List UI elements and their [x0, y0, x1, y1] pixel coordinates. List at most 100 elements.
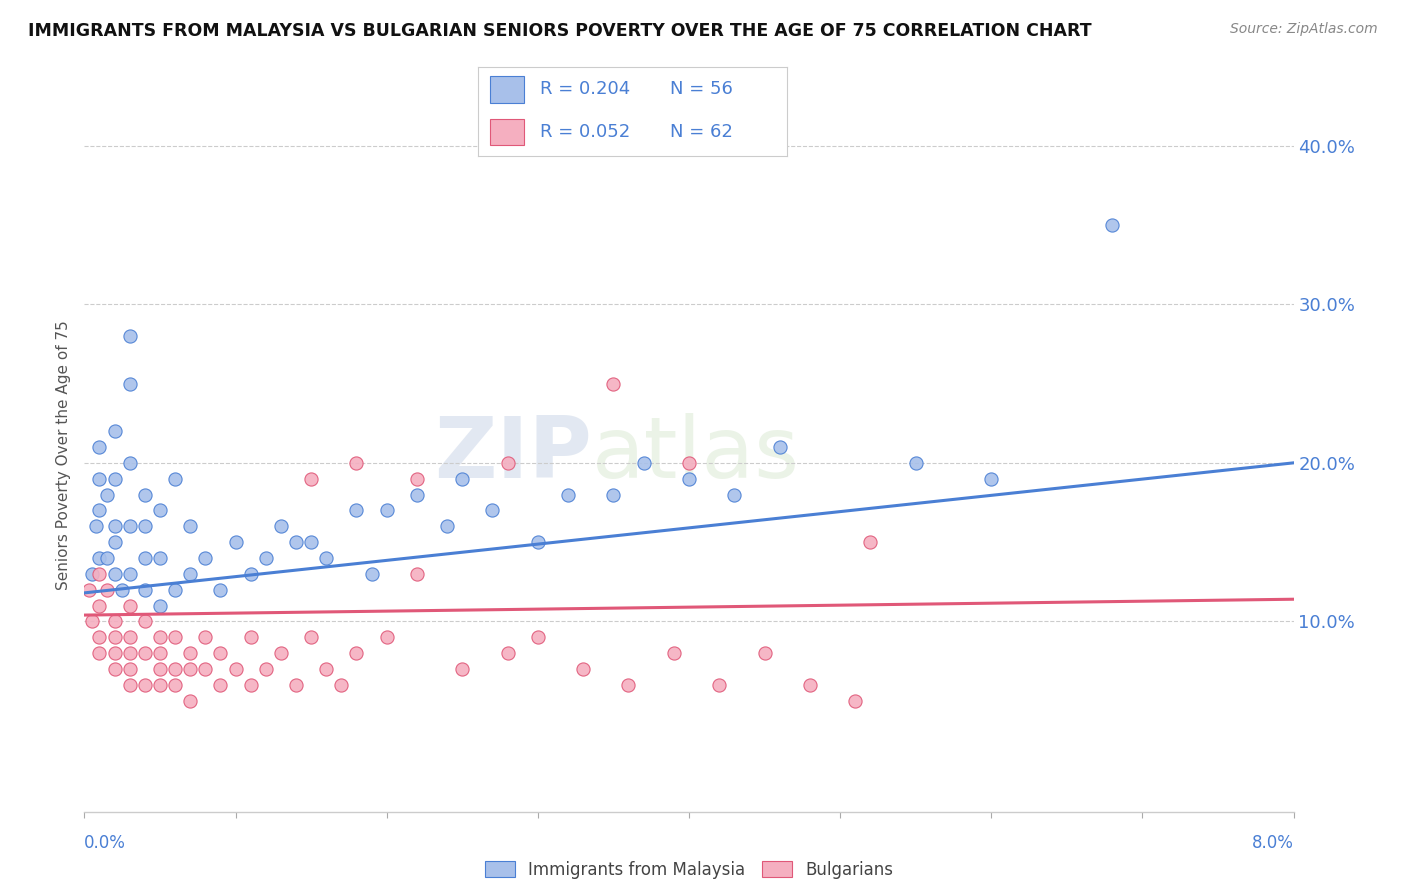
Point	[285, 535, 308, 549]
Point	[134, 551, 156, 566]
Point	[118, 566, 141, 581]
Point	[194, 662, 217, 676]
Point	[209, 678, 232, 692]
Point	[89, 440, 111, 454]
Point	[118, 599, 141, 613]
Text: atlas: atlas	[592, 413, 800, 497]
Point	[118, 662, 141, 676]
Point	[96, 582, 118, 597]
Point	[572, 662, 595, 676]
Point	[209, 646, 232, 660]
Point	[285, 678, 308, 692]
Point	[406, 487, 429, 501]
Point	[165, 630, 187, 644]
Point	[134, 646, 156, 660]
Point	[346, 503, 368, 517]
Text: IMMIGRANTS FROM MALAYSIA VS BULGARIAN SENIORS POVERTY OVER THE AGE OF 75 CORRELA: IMMIGRANTS FROM MALAYSIA VS BULGARIAN SE…	[28, 22, 1091, 40]
Text: ZIP: ZIP	[434, 413, 592, 497]
Point	[134, 487, 156, 501]
Point	[799, 678, 821, 692]
Point	[104, 566, 127, 581]
Point	[165, 472, 187, 486]
Point	[134, 678, 156, 692]
Point	[602, 487, 624, 501]
Point	[179, 646, 201, 660]
Point	[118, 456, 141, 470]
Point	[104, 535, 127, 549]
Point	[254, 551, 277, 566]
Point	[89, 503, 111, 517]
Point	[299, 472, 322, 486]
Point	[89, 630, 111, 644]
Point	[496, 456, 519, 470]
Point	[149, 662, 172, 676]
Point	[754, 646, 776, 660]
Point	[134, 582, 156, 597]
Text: 0.0%: 0.0%	[84, 834, 127, 852]
Y-axis label: Seniors Poverty Over the Age of 75: Seniors Poverty Over the Age of 75	[56, 320, 72, 590]
Point	[481, 503, 503, 517]
Point	[980, 472, 1002, 486]
Point	[104, 662, 127, 676]
Point	[111, 582, 134, 597]
Point	[1101, 218, 1123, 232]
Point	[118, 630, 141, 644]
Text: R = 0.204: R = 0.204	[540, 80, 630, 98]
Point	[859, 535, 882, 549]
Point	[149, 678, 172, 692]
Text: 8.0%: 8.0%	[1251, 834, 1294, 852]
Point	[118, 678, 141, 692]
Point	[149, 551, 172, 566]
Point	[118, 376, 141, 391]
Point	[89, 551, 111, 566]
Point	[104, 472, 127, 486]
Point	[844, 694, 866, 708]
Point	[89, 599, 111, 613]
Bar	[491, 119, 524, 145]
Point	[194, 630, 217, 644]
Point	[451, 662, 474, 676]
Point	[633, 456, 655, 470]
Point	[89, 472, 111, 486]
Point	[104, 630, 127, 644]
Legend: Immigrants from Malaysia, Bulgarians: Immigrants from Malaysia, Bulgarians	[478, 855, 900, 886]
Point	[270, 646, 292, 660]
Point	[89, 566, 111, 581]
Point	[239, 566, 262, 581]
Point	[315, 551, 337, 566]
Point	[77, 582, 100, 597]
Point	[527, 630, 550, 644]
Point	[179, 662, 201, 676]
Point	[179, 519, 201, 533]
Point	[104, 615, 127, 629]
Point	[678, 456, 700, 470]
Point	[209, 582, 232, 597]
Point	[678, 472, 700, 486]
Point	[80, 566, 103, 581]
Point	[346, 456, 368, 470]
Point	[254, 662, 277, 676]
Point	[239, 630, 262, 644]
Point	[239, 678, 262, 692]
Point	[225, 662, 247, 676]
Point	[165, 582, 187, 597]
Point	[104, 424, 127, 438]
Point	[225, 535, 247, 549]
Point	[118, 646, 141, 660]
Point	[149, 630, 172, 644]
Point	[86, 519, 108, 533]
Point	[375, 503, 398, 517]
Point	[179, 566, 201, 581]
Point	[602, 376, 624, 391]
Point	[330, 678, 353, 692]
Point	[89, 646, 111, 660]
Point	[104, 519, 127, 533]
Point	[315, 662, 337, 676]
Point	[709, 678, 731, 692]
Point	[118, 519, 141, 533]
Point	[149, 599, 172, 613]
Point	[104, 646, 127, 660]
Point	[769, 440, 792, 454]
Point	[617, 678, 640, 692]
Point	[360, 566, 382, 581]
